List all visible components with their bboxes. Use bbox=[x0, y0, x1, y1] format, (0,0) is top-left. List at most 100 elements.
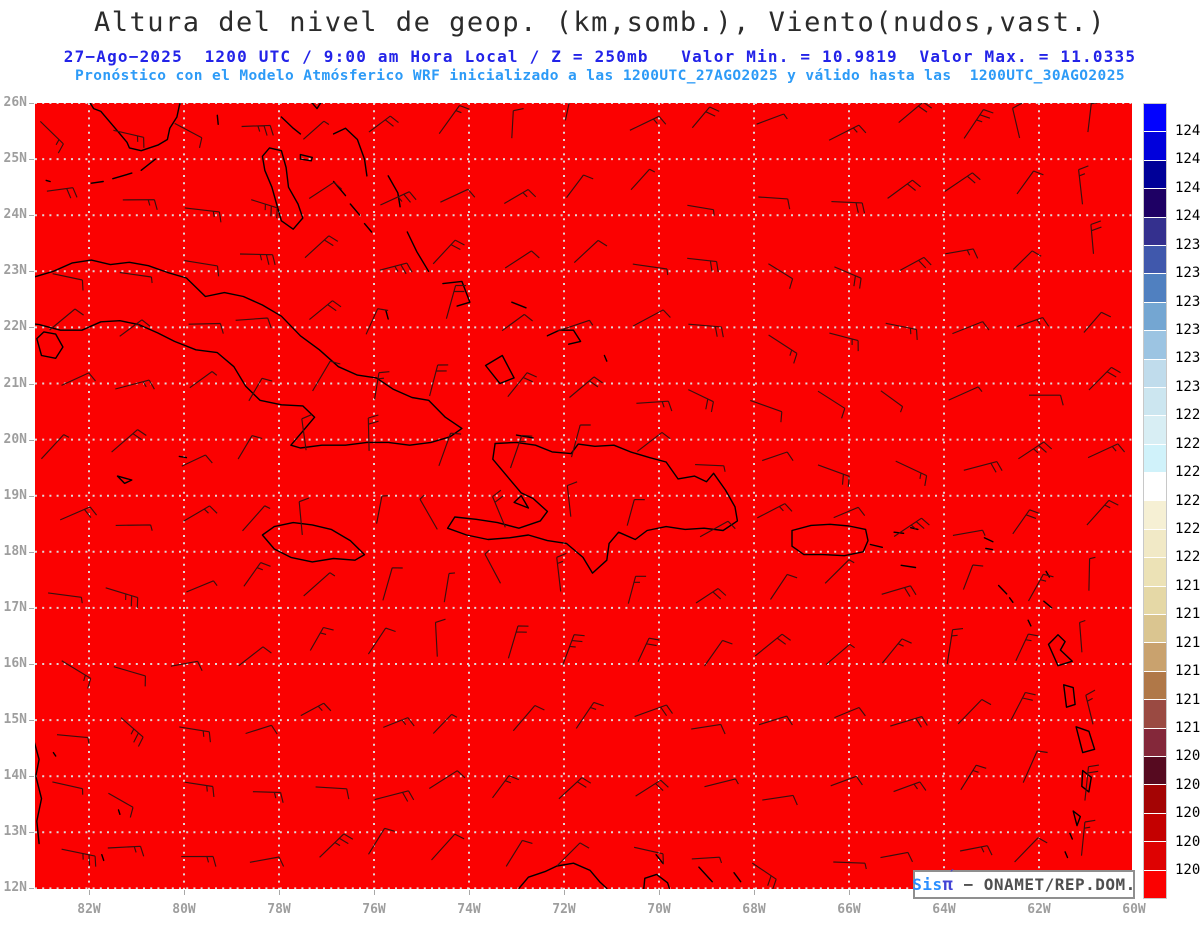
colorbar-tick-label: 12105 bbox=[1175, 719, 1200, 736]
colorbar-tick-label: 12292 bbox=[1175, 407, 1200, 424]
wind-barb bbox=[1088, 366, 1121, 391]
colorbar-segment-7 bbox=[1144, 302, 1166, 332]
wind-barb bbox=[630, 168, 656, 191]
wind-barb bbox=[251, 199, 278, 219]
coastline-crooked-acklins bbox=[442, 280, 471, 307]
lat-axis-tick bbox=[29, 159, 34, 161]
lon-axis-label-80W: 80W bbox=[172, 902, 196, 917]
wind-barb bbox=[770, 573, 798, 600]
wind-barb bbox=[632, 263, 669, 276]
lat-axis-tick bbox=[29, 776, 34, 778]
wind-barb bbox=[119, 271, 153, 284]
coastline-dominica bbox=[1063, 684, 1076, 708]
colorbar-tick-label: 12207 bbox=[1175, 549, 1200, 566]
wind-barb bbox=[61, 848, 97, 867]
wind-barb bbox=[1010, 691, 1036, 721]
colorbar-segment-23 bbox=[1144, 756, 1166, 786]
wind-barb bbox=[1079, 619, 1086, 653]
wind-barb bbox=[626, 499, 645, 526]
wind-barb bbox=[699, 520, 736, 538]
wind-barb bbox=[1083, 311, 1112, 333]
wind-barb bbox=[365, 308, 389, 335]
map-svg bbox=[35, 103, 1132, 889]
lat-axis-label-13N: 13N bbox=[3, 824, 27, 840]
wind-barb bbox=[704, 639, 733, 667]
wind-barb bbox=[184, 260, 220, 277]
wind-barb bbox=[564, 103, 570, 121]
wind-barb bbox=[569, 376, 603, 398]
wind-barb bbox=[1029, 394, 1064, 406]
wind-barb bbox=[688, 389, 714, 413]
wind-barb bbox=[511, 108, 524, 139]
wind-barb bbox=[107, 845, 145, 857]
coastline-isla-juventud bbox=[36, 331, 64, 359]
wind-barb bbox=[56, 734, 90, 744]
wind-barb bbox=[245, 724, 278, 735]
watermark-sis-label: Sis bbox=[912, 875, 943, 894]
wind-barb bbox=[756, 113, 788, 125]
wind-barb bbox=[492, 775, 520, 799]
colorbar-tick-label: 12037 bbox=[1175, 833, 1200, 850]
lat-axis-tick bbox=[29, 383, 34, 385]
wind-barb bbox=[239, 253, 276, 266]
colorbar-segment-12 bbox=[1144, 444, 1166, 474]
wind-barb bbox=[440, 188, 476, 203]
wind-barb bbox=[115, 379, 155, 390]
colorbar-tick-label: 12411 bbox=[1175, 208, 1200, 225]
lon-axis-tick bbox=[754, 890, 755, 895]
wind-barb bbox=[1012, 103, 1023, 139]
wind-barb bbox=[556, 842, 590, 867]
wind-barb bbox=[374, 790, 415, 802]
colorbar-tick-label: 12309 bbox=[1175, 378, 1200, 395]
wind-barb bbox=[945, 248, 979, 259]
lon-axis-label-60W: 60W bbox=[1122, 902, 1146, 917]
coastline-nicaragua-coast bbox=[35, 742, 43, 845]
forecast-note: Pronóstico con el Modelo Atmósferico WRF… bbox=[75, 68, 1125, 84]
wind-barb bbox=[817, 464, 850, 487]
wind-barb bbox=[881, 638, 912, 664]
wind-barb bbox=[768, 263, 794, 289]
wind-barb bbox=[768, 334, 798, 364]
lon-axis-label-62W: 62W bbox=[1027, 902, 1051, 917]
lat-axis-tick bbox=[29, 607, 34, 609]
coastline-inagua bbox=[484, 354, 515, 385]
lon-axis-tick bbox=[564, 890, 565, 895]
colorbar-tick-label: 12462 bbox=[1175, 122, 1200, 139]
wind-barb bbox=[432, 713, 458, 734]
lon-axis-label-70W: 70W bbox=[647, 902, 671, 917]
wind-barb bbox=[434, 618, 446, 657]
wind-barb bbox=[1022, 750, 1048, 783]
lat-axis-tick bbox=[29, 103, 34, 104]
coastline-andros bbox=[261, 147, 304, 230]
colorbar bbox=[1143, 103, 1167, 899]
wind-barb bbox=[959, 845, 993, 856]
colorbar-segment-5 bbox=[1144, 245, 1166, 275]
wind-barb bbox=[952, 321, 990, 335]
wind-barb bbox=[428, 770, 466, 789]
wind-barb bbox=[241, 124, 274, 136]
wind-barb bbox=[1087, 443, 1126, 459]
wind-barb bbox=[558, 777, 592, 800]
wind-barb bbox=[687, 204, 715, 216]
lat-axis-tick bbox=[29, 495, 34, 497]
colorbar-segment-6 bbox=[1144, 274, 1166, 303]
wind-barb bbox=[562, 634, 585, 665]
wind-barb bbox=[817, 390, 846, 419]
wind-barb bbox=[419, 494, 438, 530]
colorbar-tick-label: 12173 bbox=[1175, 606, 1200, 623]
colorbar-segment-3 bbox=[1144, 189, 1166, 218]
lon-axis-tick bbox=[279, 890, 280, 895]
coastline-gonave bbox=[513, 495, 530, 509]
wind-barb bbox=[834, 266, 862, 289]
coastline-ragged-island bbox=[385, 309, 389, 320]
wind-barb bbox=[438, 432, 462, 466]
watermark-box: Sis π ´ − ONAMET/REP.DOM. bbox=[912, 868, 1135, 899]
wind-barb bbox=[188, 322, 224, 334]
wind-barb bbox=[301, 414, 312, 451]
coastline-providencia bbox=[117, 809, 121, 815]
wind-barb bbox=[570, 424, 591, 458]
lat-axis-tick bbox=[29, 720, 34, 722]
colorbar-tick-label: 12241 bbox=[1175, 492, 1200, 509]
lat-axis-tick bbox=[29, 327, 34, 329]
wind-barb bbox=[312, 360, 341, 392]
